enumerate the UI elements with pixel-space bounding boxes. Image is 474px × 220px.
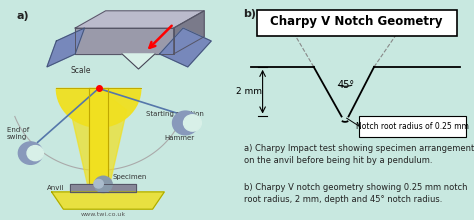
Text: Scale: Scale: [71, 66, 91, 75]
Text: Anvil: Anvil: [47, 185, 64, 191]
FancyBboxPatch shape: [257, 10, 456, 36]
Text: Starting position: Starting position: [146, 112, 203, 117]
Circle shape: [173, 111, 198, 135]
Circle shape: [94, 180, 103, 188]
Polygon shape: [160, 28, 211, 67]
Polygon shape: [47, 28, 84, 67]
Text: End of
swing: End of swing: [7, 127, 29, 140]
Text: Notch root radius of 0.25 mm: Notch root radius of 0.25 mm: [356, 122, 469, 131]
Text: Hammer: Hammer: [164, 135, 194, 141]
Circle shape: [27, 146, 44, 161]
Text: b): b): [243, 9, 256, 19]
Text: www.twi.co.uk: www.twi.co.uk: [81, 212, 126, 217]
Polygon shape: [173, 11, 204, 54]
Text: 2 mm: 2 mm: [236, 87, 262, 96]
Wedge shape: [56, 88, 141, 127]
Text: a): a): [17, 11, 29, 21]
Polygon shape: [122, 54, 155, 69]
FancyBboxPatch shape: [359, 116, 466, 137]
Circle shape: [18, 142, 43, 164]
Text: a) Charpy Impact test showing specimen arrangement
on the anvil before being hit: a) Charpy Impact test showing specimen a…: [244, 145, 474, 165]
Text: b) Charpy V notch geometry showing 0.25 mm notch
root radius, 2 mm, depth and 45: b) Charpy V notch geometry showing 0.25 …: [244, 183, 467, 204]
Polygon shape: [75, 11, 204, 28]
Polygon shape: [52, 192, 164, 209]
Polygon shape: [99, 88, 127, 192]
Polygon shape: [75, 28, 173, 54]
Text: 45°: 45°: [337, 81, 355, 90]
Polygon shape: [71, 184, 136, 192]
Text: Charpy V Notch Geometry: Charpy V Notch Geometry: [270, 15, 443, 28]
Polygon shape: [89, 88, 108, 192]
Text: Specimen: Specimen: [113, 174, 147, 180]
Circle shape: [183, 115, 201, 131]
Polygon shape: [71, 88, 99, 192]
Circle shape: [94, 176, 112, 192]
